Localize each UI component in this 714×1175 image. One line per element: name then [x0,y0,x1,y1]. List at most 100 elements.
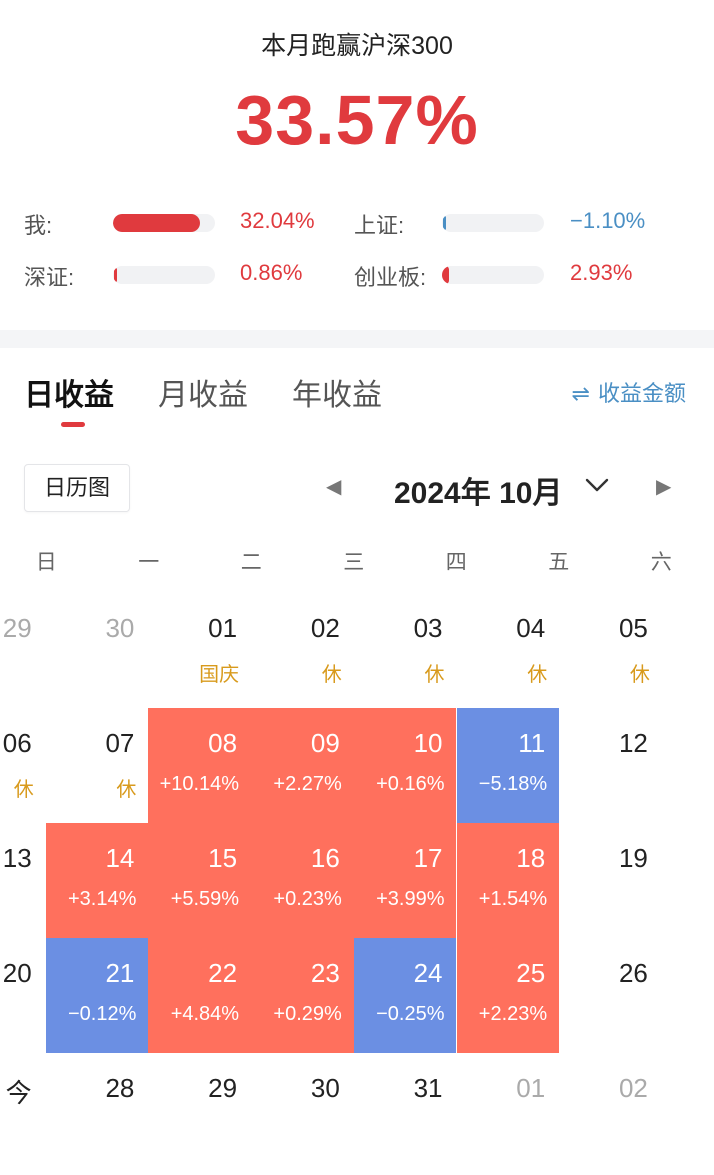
calendar-day-cell[interactable]: 06 休 [0,708,46,823]
comparison-label: 上证: [354,213,405,238]
summary-value: 33.57% [235,81,479,159]
holiday-label: 休 [424,664,445,686]
day-number: 24 [413,958,443,988]
calendar-day-cell[interactable]: 14 +3.14% [45,823,149,938]
comparison-bar [113,214,215,232]
calendar-day-cell[interactable]: 30 [46,593,149,708]
calendar-day-cell[interactable]: 26 [559,938,662,1053]
day-return: +0.16% [376,773,445,795]
day-number: 05 [618,613,648,643]
section-divider [0,330,714,348]
tab-monthly[interactable]: 月收益 [158,379,248,412]
weekday-label: 六 [650,551,672,574]
comparison-bar-fill [113,214,200,232]
tab-yearly[interactable]: 年收益 [292,379,382,412]
calendar-day-cell[interactable]: 15 +5.59% [148,823,252,938]
day-number: 29 [2,613,32,643]
calendar-day-cell[interactable]: 22 +4.84% [148,938,252,1053]
active-tab-indicator [61,422,85,427]
day-number: 02 [310,613,340,643]
day-number: 07 [105,728,135,758]
tab-daily[interactable]: 日收益 [24,379,114,412]
day-number: 11 [518,728,546,758]
calendar-day-cell[interactable]: 31 [354,1053,457,1168]
comparison-bar [442,214,544,232]
comparison-label: 创业板: [354,265,427,290]
weekday-label: 二 [240,551,262,574]
calendar-day-cell[interactable]: 23 +0.29% [251,938,354,1053]
calendar-day-cell[interactable]: 13 [0,823,46,938]
day-number: 03 [413,613,443,643]
comparison-row-chinext: 创业板: 2.93% [354,254,654,294]
calendar-day-cell[interactable]: 25 +2.23% [456,938,560,1053]
day-return: −5.18% [478,773,548,795]
comparison-bar-fill [442,266,449,284]
holiday-label: 休 [13,779,34,801]
calendar-day-cell[interactable]: 18 +1.54% [456,823,560,938]
day-return: +2.27% [273,773,342,795]
return-period-tabs: 日收益 月收益 年收益 ⇌ 收益金额 [0,348,714,438]
calendar-day-cell[interactable]: 今 [0,1053,46,1168]
next-month-icon[interactable]: ▶ [656,476,672,498]
amount-toggle-button[interactable]: ⇌ 收益金额 [572,376,686,408]
calendar-day-cell[interactable]: 12 [559,708,662,823]
calendar-day-cell[interactable]: 17 +3.99% [353,823,457,938]
comparison-value: 0.86% [240,260,303,285]
day-return: +1.54% [478,888,548,910]
calendar-day-cell[interactable]: 19 [559,823,662,938]
swap-icon: ⇌ [571,381,590,406]
day-number: 19 [618,843,648,873]
calendar-day-cell[interactable]: 29 [148,1053,251,1168]
weekday-label: 日 [35,551,57,574]
holiday-label: 休 [116,779,137,801]
day-number: 21 [105,958,135,988]
calendar-day-cell[interactable]: 11 −5.18% [456,708,560,823]
day-return: +2.23% [478,1003,548,1025]
calendar-day-cell[interactable]: 29 [0,593,46,708]
day-number: 28 [105,1073,135,1103]
day-number: 17 [413,843,443,873]
previous-month-icon[interactable]: ◀ [326,476,342,498]
calendar-day-cell[interactable]: 08 +10.14% [148,708,252,823]
day-number: 15 [208,843,238,873]
calendar-day-cell[interactable]: 20 [0,938,46,1053]
day-return: +5.59% [170,888,240,910]
summary-panel: 本月跑赢沪深300 33.57% 我: 32.04% 上证: −1.10% 深证… [0,0,714,330]
comparison-value: −1.10% [570,208,646,233]
calendar-view-button[interactable]: 日历图 [24,464,130,512]
day-number: 08 [208,728,238,758]
day-number: 16 [310,843,340,873]
day-number: 10 [413,728,443,758]
calendar-day-cell[interactable]: 09 +2.27% [251,708,354,823]
calendar-day-cell[interactable]: 07 休 [46,708,149,823]
comparison-bar [113,266,215,284]
amount-toggle-label: 收益金额 [597,381,686,406]
day-return: +4.84% [170,1003,240,1025]
chevron-down-icon[interactable] [582,470,612,500]
summary-title: 本月跑赢沪深300 [261,32,453,60]
calendar-day-cell[interactable]: 02 [559,1053,662,1168]
day-number: 29 [208,1073,238,1103]
day-number: 14 [105,843,135,873]
calendar-day-cell[interactable]: 16 +0.23% [251,823,354,938]
day-number: 30 [310,1073,340,1103]
calendar-day-cell[interactable]: 21 −0.12% [45,938,149,1053]
weekday-label: 一 [138,551,160,574]
calendar-day-cell[interactable]: 24 −0.25% [353,938,457,1053]
day-number: 30 [105,613,135,643]
calendar-day-cell[interactable]: 02 休 [251,593,354,708]
holiday-label: 国庆 [199,664,240,686]
calendar-day-cell[interactable]: 01 国庆 [148,593,251,708]
calendar-day-cell[interactable]: 03 休 [354,593,457,708]
calendar-day-cell[interactable]: 01 [457,1053,560,1168]
month-label[interactable]: 2024年 10月 [394,477,563,510]
calendar-day-cell[interactable]: 05 休 [559,593,662,708]
day-return: +0.29% [273,1003,342,1025]
calendar-day-cell[interactable]: 30 [251,1053,354,1168]
calendar-day-cell[interactable]: 28 [46,1053,149,1168]
comparison-row-shanghai: 上证: −1.10% [354,202,654,242]
comparison-row-shenzhen: 深证: 0.86% [24,254,324,294]
calendar-day-cell[interactable]: 04 休 [457,593,560,708]
calendar-day-cell[interactable]: 10 +0.16% [353,708,457,823]
comparison-bar-fill [443,216,446,230]
